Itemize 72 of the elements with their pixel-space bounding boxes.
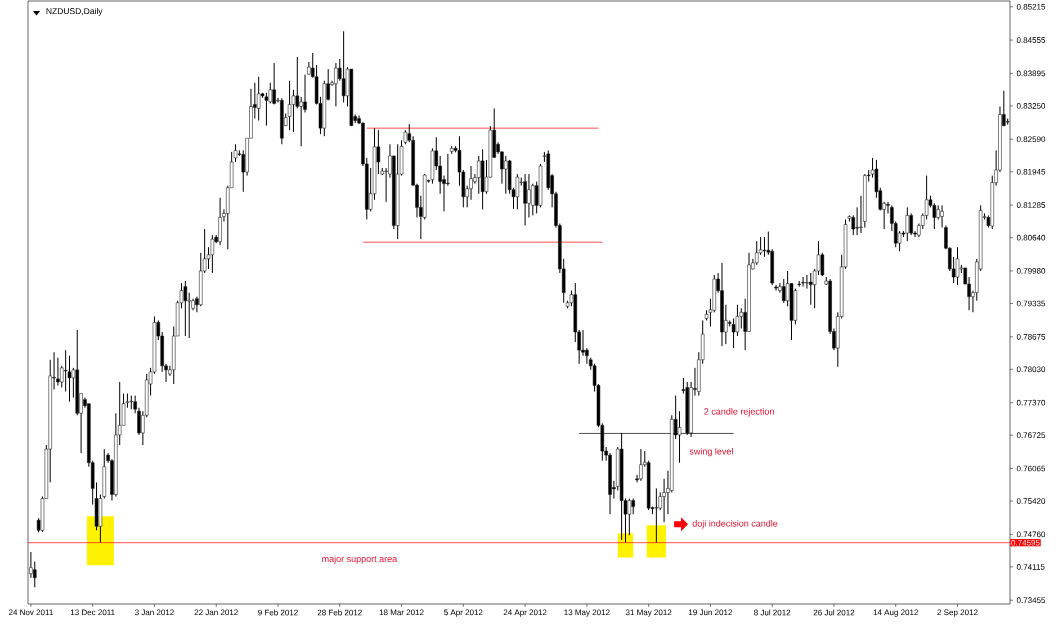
y-tick-label: 0.80640 [1016,234,1046,241]
y-tick-label: 0.79335 [1016,300,1046,307]
candlestick [782,278,786,304]
x-tick-label: 9 Feb 2012 [258,609,298,616]
annotation: swing level [689,447,733,457]
candlestick [955,246,960,286]
y-tick-label: 0.83895 [1016,70,1046,77]
y-tick-label: 0.74115 [1016,564,1045,570]
candlestick [646,460,651,511]
y-tick-label: 0.76725 [1016,432,1046,439]
candlestick [334,62,338,107]
annotation: major support area [322,555,398,564]
y-tick-label: 0.83250 [1016,103,1046,109]
x-tick-label: 8 Jul 2012 [754,609,791,616]
y-tick-label: 0.85215 [1016,3,1046,10]
y-tick-label: 0.79980 [1016,268,1046,274]
y-tick-label: 0.81945 [1016,168,1046,175]
candlestick [280,97,284,145]
candlestick [218,197,222,246]
candlestick [809,272,813,306]
candlestick [639,448,643,482]
x-tick-label: 18 Mar 2012 [379,609,424,616]
candlestick [774,284,778,292]
x-tick-label: 28 Feb 2012 [317,609,362,616]
x-tick-label: 14 Aug 2012 [873,609,918,617]
x-tick-label: 3 Jan 2012 [134,609,174,616]
y-tick-label: 0.75420 [1016,498,1046,504]
candlestick [256,76,261,122]
candlestick [183,280,188,337]
candlestick [504,155,508,195]
candlestick [272,62,276,104]
text: NZDUSD,Daily [46,7,103,16]
y-tick-label: 0.78030 [1016,366,1046,373]
candlestick [805,274,809,290]
candlestick [762,236,767,258]
annotation: doji indecision candle [692,520,778,529]
candlestick [450,145,454,155]
x-tick-label: 19 Jun 2012 [689,609,733,616]
y-tick-label: 0.77370 [1016,399,1046,406]
y-tick-label: 0.73455 [1016,597,1046,604]
candlestick [863,173,867,229]
candlestick [797,280,801,288]
candlestick [720,262,724,347]
candlestick [801,276,805,288]
x-tick-label: 2 Sep 2012 [937,609,978,617]
candlestick [264,92,269,127]
candlestick [731,317,736,349]
x-tick-label: 24 Nov 2011 [8,609,53,616]
x-tick-label: 22 Jan 2012 [194,609,238,616]
candlestick [422,174,427,220]
y-tick-label: 0.82590 [1016,136,1046,143]
candlestick [341,30,346,103]
y-tick-label: 0.74760 [1016,531,1046,538]
x-tick-label: 13 Dec 2011 [70,609,115,616]
x-tick-label: 24 Apr 2012 [503,609,547,617]
y-tick-label: 0.81285 [1016,202,1046,208]
y-tick-label: 0.84555 [1016,37,1046,43]
candlestick [446,153,450,187]
annotation: 2 candle rejection [704,408,774,417]
candlestick [905,206,910,242]
y-tick-label: 0.76065 [1016,465,1046,472]
candlestick [322,80,327,137]
candlestick [480,148,485,210]
candlestick [755,240,759,266]
x-tick-label: 5 Apr 2012 [444,609,483,617]
x-tick-label: 13 May 2012 [564,609,610,617]
candlestick [523,173,527,227]
y-tick-label: 0.78675 [1016,333,1046,340]
x-tick-label: 31 May 2012 [625,609,672,617]
ref-line-label: 0.74595 [1011,539,1040,546]
x-tick-label: 26 Jul 2012 [813,609,855,616]
candlestick [129,395,133,410]
